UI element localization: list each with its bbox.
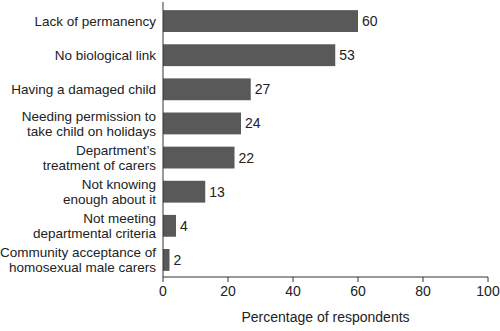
chart: 60 53 27 24 22 13 4 2 Lack of permanency No biolo… — [0, 0, 500, 331]
category-label-line: Not meeting — [83, 211, 156, 226]
category-label: Community acceptance ofhomosexual male c… — [0, 245, 156, 275]
category-label-line: Lack of permanency — [34, 14, 156, 29]
x-tick-label: 40 — [285, 283, 301, 299]
category-label-line: Department’s — [76, 143, 156, 158]
category-label-line: take child on holidays — [27, 124, 156, 139]
bar — [163, 181, 205, 203]
category-label-line: Community acceptance of — [0, 245, 156, 260]
category-label-line: Not knowing — [82, 177, 156, 192]
data-label: 13 — [209, 184, 225, 200]
category-label-line: homosexual male carers — [9, 260, 156, 275]
data-label: 2 — [174, 252, 182, 268]
data-label: 24 — [245, 115, 261, 131]
category-label-line: No biological link — [55, 48, 157, 63]
category-label: Having a damaged child — [11, 82, 156, 97]
bar — [163, 44, 335, 66]
x-tick — [423, 277, 424, 282]
category-label: Lack of permanency — [34, 14, 156, 29]
category-label: Needing permission totake child on holid… — [22, 109, 157, 139]
category-label: Department’streatment of carers — [43, 143, 157, 173]
y-axis — [163, 2, 164, 277]
bar — [163, 78, 251, 100]
bar — [163, 113, 241, 135]
category-label-line: Having a damaged child — [11, 82, 156, 97]
x-axis-label: Percentage of respondents — [241, 309, 409, 325]
bars — [163, 10, 358, 271]
bar — [163, 249, 170, 271]
x-tick-label: 20 — [220, 283, 236, 299]
category-label-line: Needing permission to — [22, 109, 156, 124]
category-label: No biological link — [55, 48, 157, 63]
data-label: 60 — [362, 13, 378, 29]
category-label-line: enough about it — [63, 192, 156, 207]
x-tick — [358, 277, 359, 282]
x-tick-label: 0 — [159, 283, 167, 299]
x-tick — [488, 277, 489, 282]
data-label: 53 — [339, 47, 355, 63]
x-axis — [163, 277, 488, 278]
x-tick — [228, 277, 229, 282]
x-tick-label: 100 — [476, 283, 500, 299]
x-tick-label: 60 — [350, 283, 366, 299]
bar — [163, 215, 176, 237]
category-label-line: departmental criteria — [33, 226, 157, 241]
x-tick — [163, 277, 164, 282]
bar — [163, 10, 358, 32]
x-tick — [293, 277, 294, 282]
bar — [163, 147, 235, 169]
category-label: Not meetingdepartmental criteria — [33, 211, 157, 241]
data-label: 4 — [180, 218, 188, 234]
category-label-line: treatment of carers — [43, 158, 157, 173]
category-label: Not knowingenough about it — [63, 177, 156, 207]
data-label: 22 — [239, 150, 255, 166]
x-tick-label: 80 — [415, 283, 431, 299]
data-label: 27 — [255, 81, 271, 97]
